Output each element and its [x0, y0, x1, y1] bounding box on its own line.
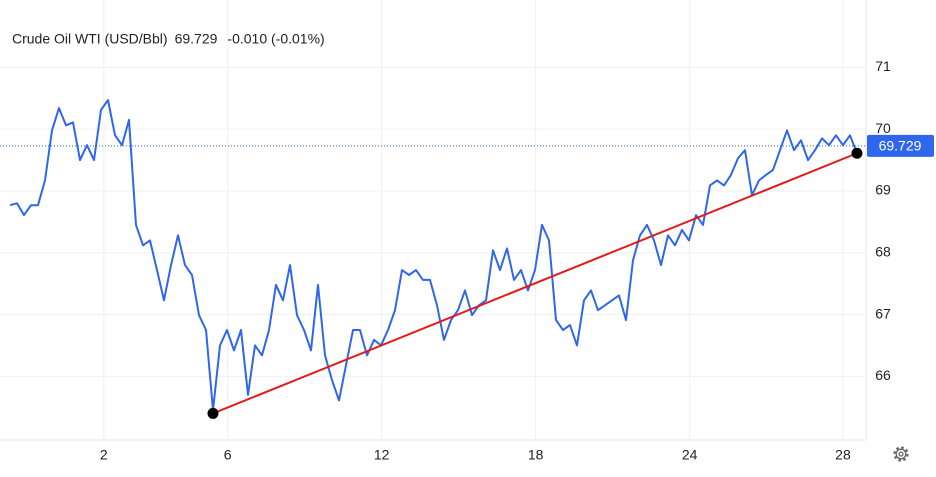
- x-tick-label: 28: [835, 447, 851, 463]
- x-tick-label: 18: [528, 447, 544, 463]
- plot-area: [0, 99, 866, 419]
- gear-hole: [898, 451, 904, 457]
- trendline-anchor: [851, 147, 863, 159]
- trendline: [212, 152, 858, 415]
- settings-icon[interactable]: [893, 446, 909, 462]
- gear-body: [895, 448, 907, 460]
- price-line: [9, 99, 858, 412]
- instrument-name: Crude Oil WTI (USD/Bbl): [12, 31, 168, 47]
- y-tick-label: 69: [875, 182, 891, 198]
- y-tick-label: 67: [875, 305, 891, 321]
- x-tick-label: 6: [224, 447, 232, 463]
- y-tick-label: 70: [875, 120, 891, 136]
- y-tick-label: 66: [875, 367, 891, 383]
- last-price-box: [867, 134, 934, 157]
- trendline-anchor: [207, 407, 219, 419]
- x-tick-label: 12: [374, 447, 390, 463]
- last-price-label: 69.729: [879, 138, 922, 154]
- y-tick-label: 68: [875, 243, 891, 259]
- x-tick-label: 24: [682, 447, 698, 463]
- last-price: 69.729: [175, 31, 218, 47]
- y-tick-label: 71: [875, 58, 891, 74]
- gear-teeth: [893, 446, 909, 462]
- x-tick-label: 2: [100, 447, 108, 463]
- price-change: -0.010 (-0.01%): [227, 31, 324, 47]
